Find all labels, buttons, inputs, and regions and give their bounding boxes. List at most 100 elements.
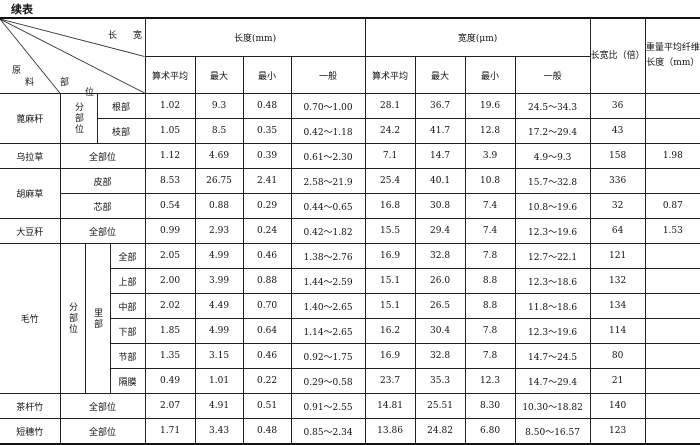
- width-max-cell: 40.1: [414, 168, 466, 194]
- length-min-cell: 0.46: [242, 243, 292, 269]
- length-mean-cell: 2.02: [144, 293, 196, 319]
- table-row: 下部 1.85 4.99 0.64 1.14～2.65 16.2 30.4 7.8 12.3～1…: [0, 318, 700, 344]
- table-row: 短穗竹 全部位 1.71 3.43 0.48 0.85～2.34 13.86 24.82 6.8…: [0, 418, 700, 445]
- ratio-cell: 134: [589, 293, 646, 319]
- length-typical-header: 一般: [290, 56, 366, 94]
- width-max-cell: 26.0: [414, 268, 466, 294]
- width-min-cell: 19.6: [464, 93, 516, 119]
- width-mean-cell: 13.86: [364, 418, 416, 445]
- weight-avg-length-cell: [644, 343, 700, 369]
- length-typical-cell: 0.70～1.00: [290, 93, 366, 119]
- inner-part-label: 里部: [84, 243, 111, 394]
- part-name: 全部位: [59, 143, 146, 169]
- length-min-cell: 0.46: [242, 343, 292, 369]
- width-mean-cell: 23.7: [364, 368, 416, 394]
- part-name: 根部: [96, 93, 146, 119]
- width-min-header: 最小: [464, 56, 516, 94]
- width-typical-cell: 12.7～22.1: [514, 243, 591, 269]
- length-mean-cell: 1.71: [144, 418, 196, 445]
- length-max-cell: 0.88: [194, 193, 244, 219]
- length-mean-cell: 0.99: [144, 218, 196, 244]
- ratio-cell: 80: [589, 343, 646, 369]
- length-typical-cell: 0.42～1.18: [290, 118, 366, 144]
- length-mean-cell: 2.07: [144, 393, 196, 419]
- sub-position-label: 分部位: [59, 243, 86, 394]
- length-group-header: 长度(mm): [144, 17, 366, 57]
- length-min-cell: 0.35: [242, 118, 292, 144]
- corner-label-width: 宽: [133, 31, 143, 41]
- ratio-cell: 36: [589, 93, 646, 119]
- width-typical-cell: 14.7～29.4: [514, 368, 591, 394]
- part-name: 全部位: [59, 218, 146, 244]
- length-min-cell: 0.48: [242, 93, 292, 119]
- length-min-cell: 2.41: [242, 168, 292, 194]
- corner-header: 长 宽 原 料 部 位: [0, 17, 146, 98]
- length-min-cell: 0.88: [242, 268, 292, 294]
- corner-label-liao: 料: [25, 78, 35, 88]
- weight-avg-header: 重量平均纤维长度（mm）: [644, 17, 700, 94]
- length-min-cell: 0.51: [242, 393, 292, 419]
- length-mean-cell: 1.02: [144, 93, 196, 119]
- width-mean-cell: 16.2: [364, 318, 416, 344]
- weight-avg-length-cell: [644, 418, 700, 445]
- sub-position-label: 分部位: [59, 93, 98, 144]
- length-typical-cell: 0.92～1.75: [290, 343, 366, 369]
- width-max-header: 最大: [414, 56, 466, 94]
- width-typical-cell: 12.3～19.6: [514, 218, 591, 244]
- width-typical-cell: 4.9～9.3: [514, 143, 591, 169]
- material-name: 乌拉草: [0, 143, 61, 169]
- part-name: 全部: [109, 243, 146, 269]
- width-min-cell: 10.8: [464, 168, 516, 194]
- ratio-cell: 336: [589, 168, 646, 194]
- length-typical-cell: 1.40～2.65: [290, 293, 366, 319]
- part-name: 皮部: [59, 168, 146, 194]
- width-mean-cell: 16.9: [364, 243, 416, 269]
- length-mean-cell: 1.85: [144, 318, 196, 344]
- part-name: 上部: [109, 268, 146, 294]
- width-max-cell: 35.3: [414, 368, 466, 394]
- length-max-cell: 4.49: [194, 293, 244, 319]
- length-max-cell: 3.43: [194, 418, 244, 445]
- length-mean-cell: 1.12: [144, 143, 196, 169]
- weight-avg-length-cell: [644, 318, 700, 344]
- ratio-cell: 158: [589, 143, 646, 169]
- length-max-cell: 4.91: [194, 393, 244, 419]
- width-mean-cell: 24.2: [364, 118, 416, 144]
- weight-avg-length-cell: [644, 118, 700, 144]
- table-row: 芯部 0.54 0.88 0.29 0.44～0.65 16.8 30.8 7.4 10.8～1…: [0, 193, 700, 219]
- length-max-header: 最大: [194, 56, 244, 94]
- width-max-cell: 25.51: [414, 393, 466, 419]
- width-typical-cell: 11.8～18.6: [514, 293, 591, 319]
- width-min-cell: 8.8: [464, 268, 516, 294]
- width-min-cell: 7.8: [464, 318, 516, 344]
- length-min-cell: 0.70: [242, 293, 292, 319]
- part-name: 中部: [109, 293, 146, 319]
- weight-avg-length-cell: [644, 268, 700, 294]
- width-min-cell: 6.80: [464, 418, 516, 445]
- length-min-cell: 0.22: [242, 368, 292, 394]
- width-min-cell: 7.8: [464, 243, 516, 269]
- table-row: 蓖麻秆 分部位 根部 1.02 9.3 0.48 0.70～1.00 28.1 36.7 19.6…: [0, 93, 700, 144]
- table-row: 隔膜 0.49 1.01 0.22 0.29～0.58 23.7 35.3 12.3 14.7～…: [0, 368, 700, 394]
- width-min-cell: 7.4: [464, 193, 516, 219]
- weight-avg-length-cell: [644, 368, 700, 394]
- table-row: 枝部 1.05 8.5 0.35 0.42～1.18 24.2 41.7 12.8 17.2～2…: [0, 118, 700, 144]
- ratio-cell: 43: [589, 118, 646, 144]
- width-mean-cell: 15.1: [364, 293, 416, 319]
- width-typical-cell: 14.7～24.5: [514, 343, 591, 369]
- length-typical-cell: 2.58～21.9: [290, 168, 366, 194]
- table-row: 中部 2.02 4.49 0.70 1.40～2.65 15.1 26.5 8.8 11.8～1…: [0, 293, 700, 319]
- width-max-cell: 26.5: [414, 293, 466, 319]
- weight-avg-length-cell: 1.98: [644, 143, 700, 169]
- length-max-cell: 4.99: [194, 318, 244, 344]
- width-typical-header: 一般: [514, 56, 591, 94]
- length-max-cell: 4.99: [194, 243, 244, 269]
- width-max-cell: 41.7: [414, 118, 466, 144]
- part-name: 全部位: [59, 393, 146, 419]
- ratio-cell: 114: [589, 318, 646, 344]
- weight-avg-length-cell: [644, 243, 700, 269]
- table-row: 大豆秆 全部位 0.99 2.93 0.24 0.42～1.82 15.5 29.4 7.4 12…: [0, 218, 700, 244]
- width-max-cell: 14.7: [414, 143, 466, 169]
- length-max-cell: 9.3: [194, 93, 244, 119]
- length-mean-cell: 2.00: [144, 268, 196, 294]
